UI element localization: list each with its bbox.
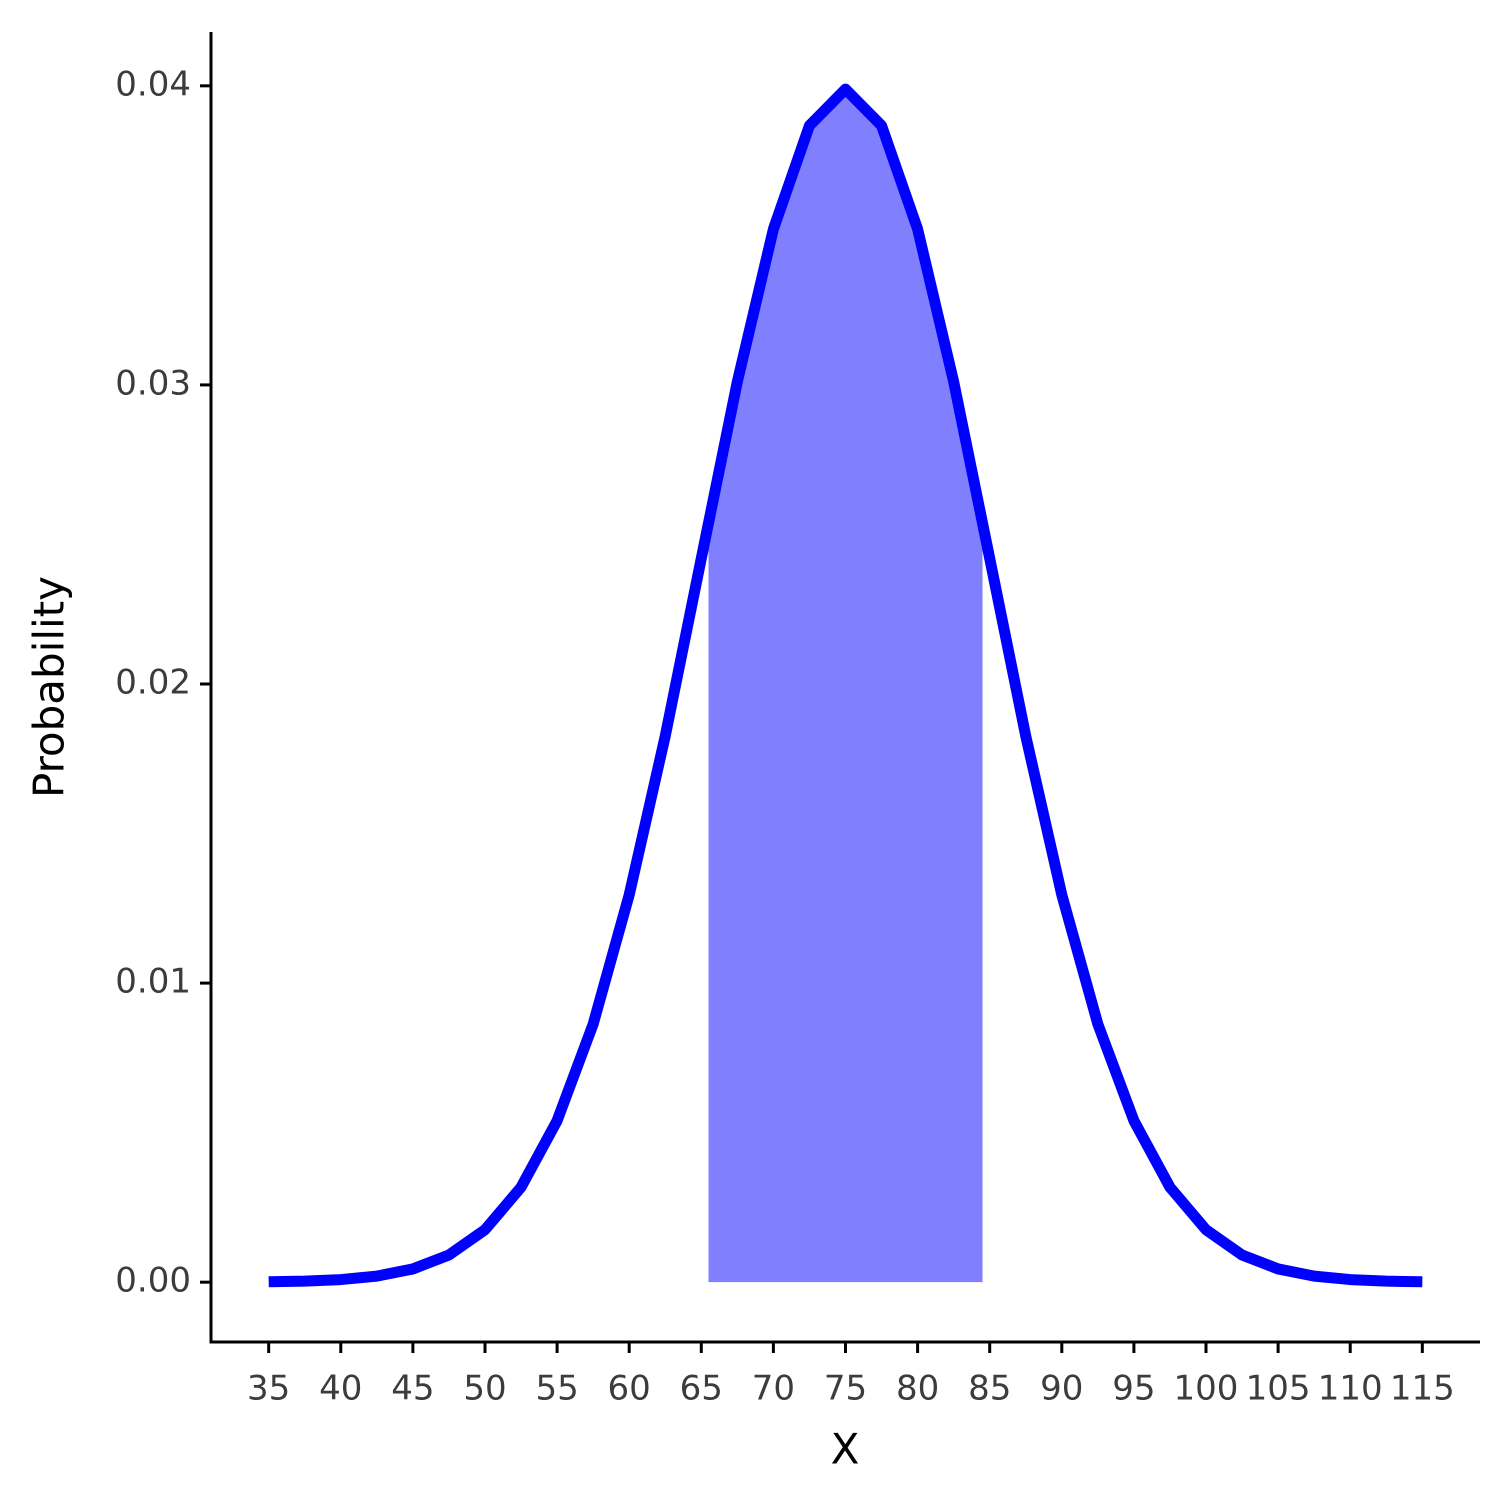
x-tick-label: 105: [1246, 1369, 1311, 1409]
x-tick-label: 80: [896, 1369, 939, 1409]
x-tick-label: 50: [463, 1369, 506, 1409]
shaded-area: [708, 89, 983, 1283]
x-tick-label: 75: [824, 1369, 867, 1409]
x-tick-label: 35: [247, 1369, 290, 1409]
x-tick-label: 60: [608, 1369, 651, 1409]
x-tick-label: 55: [535, 1369, 578, 1409]
x-tick-label: 90: [1040, 1369, 1083, 1409]
density-line: [268, 83, 1423, 1288]
x-axis-label: X: [831, 1425, 860, 1474]
x-tick-label: 115: [1390, 1369, 1455, 1409]
x-tick-label: 40: [319, 1369, 362, 1409]
y-tick-label: 0.00: [115, 1261, 191, 1301]
x-tick-label: 95: [1112, 1369, 1155, 1409]
y-tick-label: 0.02: [115, 663, 191, 703]
y-tick-label: 0.04: [115, 64, 191, 104]
x-tick-label: 110: [1318, 1369, 1383, 1409]
x-tick-label: 85: [968, 1369, 1011, 1409]
x-tick-label: 65: [680, 1369, 723, 1409]
y-axis-label: Probability: [25, 576, 74, 798]
x-tick-label: 45: [391, 1369, 434, 1409]
x-tick-label: 70: [752, 1369, 795, 1409]
y-tick-label: 0.01: [115, 962, 191, 1002]
x-tick-label: 100: [1174, 1369, 1239, 1409]
y-tick-label: 0.03: [115, 363, 191, 403]
